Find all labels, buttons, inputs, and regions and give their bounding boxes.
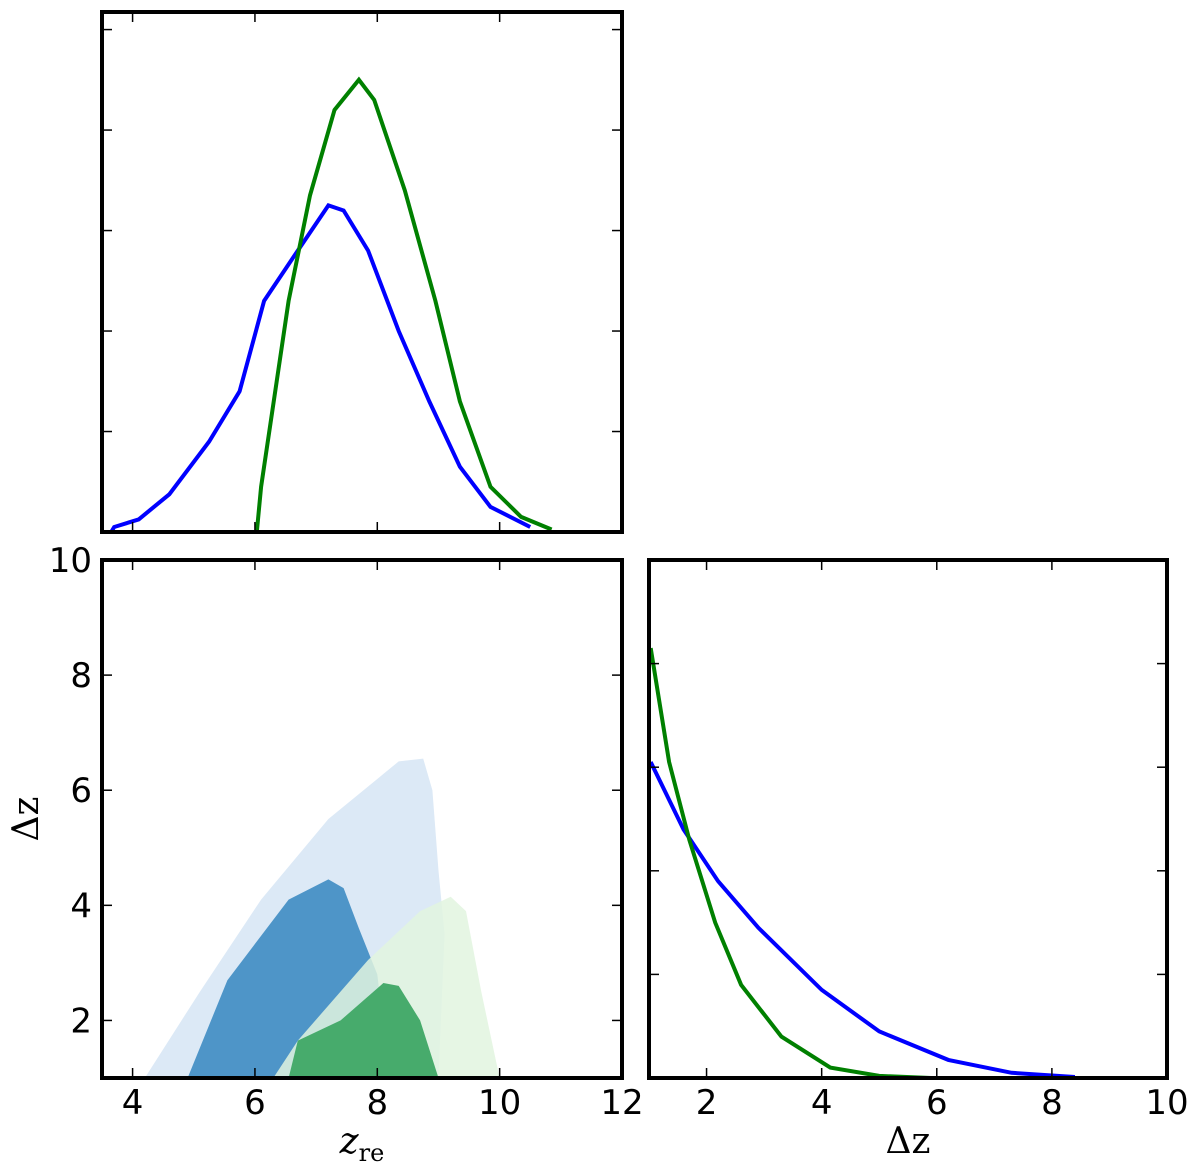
x-tick-label: 12	[600, 1083, 643, 1123]
x-tick-label: 6	[926, 1083, 948, 1123]
x-tick-label: 8	[366, 1083, 388, 1123]
y-tick-label: 4	[70, 886, 92, 926]
density-line	[648, 761, 1076, 1079]
x-tick-label: 4	[811, 1083, 833, 1123]
x-tick-label: 10	[1145, 1083, 1188, 1123]
x-tick-label: 2	[696, 1083, 718, 1123]
y-tick-label: 2	[70, 1001, 92, 1041]
density-line	[254, 76, 553, 533]
x-axis-label-sub: re	[359, 1139, 385, 1163]
x-tick-label: 10	[478, 1083, 521, 1123]
x-axis-label-main: z	[339, 1121, 360, 1162]
y-tick-label: 8	[70, 656, 92, 696]
density-line	[648, 647, 932, 1080]
x-tick-label: 4	[122, 1083, 144, 1123]
x-axis-label: Δz	[886, 1121, 931, 1162]
x-tick-label: 8	[1041, 1083, 1063, 1123]
x-tick-label: 6	[244, 1083, 266, 1123]
y-tick-label: 6	[70, 771, 92, 811]
contour-region	[288, 983, 439, 1078]
axes-frame	[100, 10, 624, 534]
x-axis-label-main: Δz	[886, 1121, 931, 1162]
axes-frame	[100, 558, 624, 1080]
y-tick-label: 10	[49, 541, 92, 581]
y-axis-label: Δz	[6, 797, 47, 842]
axes-frame	[647, 558, 1169, 1080]
density-line	[109, 203, 532, 534]
x-axis-label: zre	[339, 1121, 385, 1163]
